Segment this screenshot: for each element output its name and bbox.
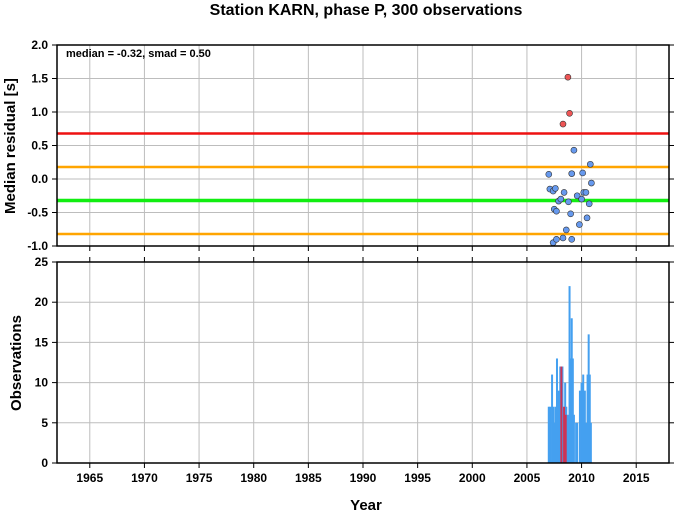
observations-y-tick-label: 20 (35, 295, 49, 309)
residual-y-tick-label: -0.5 (27, 206, 48, 220)
observation-bar (576, 422, 579, 463)
stats-annotation: median = -0.32, smad = 0.50 (66, 48, 211, 60)
observation-bar (570, 318, 573, 463)
observation-bar (587, 334, 590, 463)
residual-point (568, 236, 576, 243)
residual-point (568, 170, 576, 177)
residual-point (564, 73, 572, 81)
residual-point (553, 236, 560, 243)
residual-point (565, 198, 572, 206)
observation-bar (554, 406, 557, 463)
residual-point (559, 120, 567, 128)
residual-point (545, 171, 553, 178)
observations-panel: 0 5 10 15 20 25 1965 1970 1975 1980 1985 1990 1995 2… (8, 255, 674, 511)
observations-y-tick-label: 10 (35, 376, 49, 390)
residual-point (566, 110, 573, 117)
residual-y-tick-label: 0.5 (31, 139, 48, 153)
observation-bar (575, 422, 578, 463)
year-tick-label: 1985 (295, 471, 322, 485)
chart-title: Station KARN, phase P, 300 observations (210, 2, 523, 19)
observation-bar (547, 406, 550, 463)
residual-point (579, 169, 586, 177)
residual-point (570, 146, 578, 154)
year-tick-label: 1975 (186, 471, 213, 485)
residual-point (588, 179, 595, 187)
observation-bar (571, 358, 574, 463)
year-tick-label: 1965 (76, 471, 103, 485)
observation-bar (555, 358, 558, 463)
year-tick-label: 1995 (404, 471, 431, 485)
observations-y-ticks: 0 5 10 15 20 25 (35, 255, 674, 470)
observations-y-tick-label: 15 (35, 335, 49, 349)
observation-bar (564, 414, 567, 463)
observation-bar (552, 406, 555, 463)
residual-point (567, 210, 574, 218)
observation-bar (551, 374, 554, 463)
residual-y-axis-label: Median residual [s] (2, 78, 19, 214)
observation-bar (586, 374, 589, 463)
observation-bar (582, 374, 585, 463)
observation-bar (578, 390, 581, 463)
observation-bar (553, 422, 556, 463)
residual-point (585, 200, 593, 208)
residual-y-tick-label: 1.5 (31, 72, 48, 86)
observations-bars (547, 286, 592, 463)
observations-y-tick-label: 25 (35, 255, 49, 269)
year-tick-label: 2005 (514, 471, 541, 485)
year-x-ticks: 1965 1970 1975 1980 1985 1990 1995 2000 2005 2010… (76, 257, 650, 485)
observation-bar (568, 286, 571, 463)
observation-bar (588, 374, 591, 463)
observation-bar (561, 366, 564, 463)
residual-point (583, 214, 591, 222)
observations-y-axis-label: Observations (8, 315, 25, 411)
year-tick-label: 1990 (350, 471, 377, 485)
observations-y-tick-label: 0 (41, 456, 48, 470)
residual-points (545, 73, 595, 246)
residual-point (560, 189, 568, 196)
residual-point (559, 234, 567, 242)
observation-bar (589, 422, 592, 463)
residual-y-tick-label: 2.0 (31, 38, 48, 52)
residual-point (557, 195, 565, 203)
observation-bar (559, 366, 562, 463)
residual-point (576, 221, 583, 228)
residual-point (562, 226, 570, 234)
observation-bar (569, 358, 572, 463)
observation-bar (563, 406, 566, 463)
observation-bar (549, 406, 552, 463)
residual-panel: -1.0 -0.5 0.0 0.5 1.0 1.5 2.0 median = -0.32, … (2, 38, 674, 253)
observation-bar (580, 382, 583, 463)
observation-bar (585, 422, 588, 463)
year-tick-label: 1970 (131, 471, 158, 485)
observation-bar (566, 414, 569, 463)
residual-point (587, 160, 594, 168)
residual-point (552, 185, 559, 192)
residual-y-tick-label: 1.0 (31, 105, 48, 119)
year-tick-label: 1980 (240, 471, 267, 485)
residual-grid (57, 44, 669, 247)
year-tick-label: 2000 (459, 471, 486, 485)
observation-bar (583, 390, 586, 463)
year-tick-label: 2010 (568, 471, 595, 485)
observation-bar (572, 414, 575, 463)
residual-y-tick-label: 0.0 (31, 172, 48, 186)
residual-y-ticks: -1.0 -0.5 0.0 0.5 1.0 1.5 2.0 (27, 38, 674, 253)
observation-bar (560, 366, 563, 463)
residual-y-tick-label: -1.0 (27, 239, 48, 253)
x-axis-label: Year (350, 497, 382, 511)
year-tick-label: 2015 (623, 471, 650, 485)
observation-bar (557, 390, 560, 463)
residual-point (573, 192, 581, 200)
residual-point (553, 207, 560, 215)
residual-point (582, 189, 590, 196)
observations-y-tick-label: 5 (41, 416, 48, 430)
residual-point (578, 195, 585, 203)
